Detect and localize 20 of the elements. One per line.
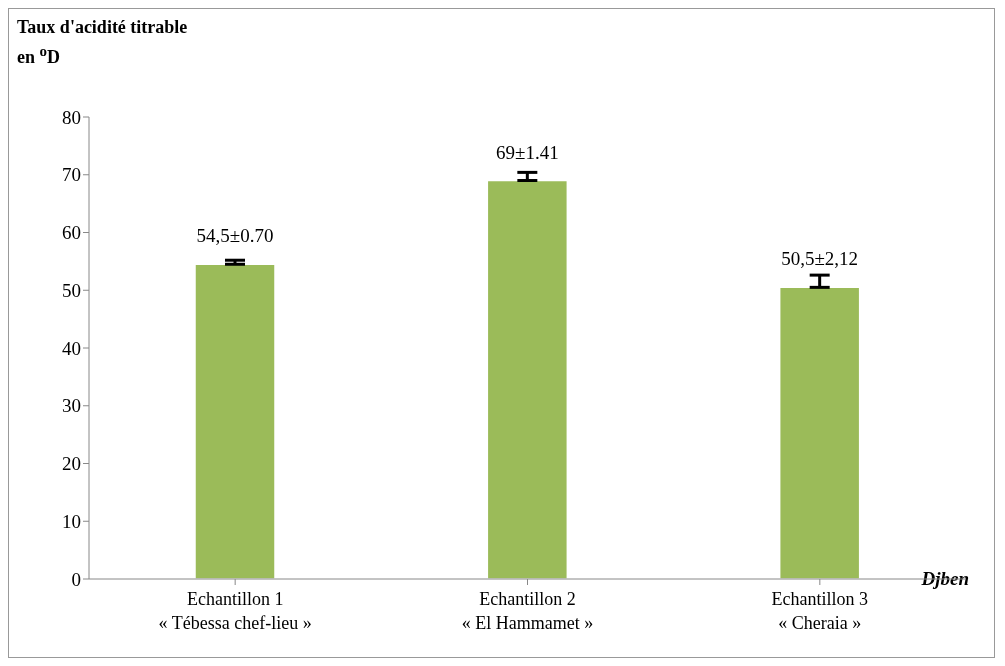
x-tick-label: Echantillon 2 « El Hammamet » <box>461 589 594 633</box>
y-tick-label: 0 <box>71 568 81 590</box>
x-axis-title: Djben <box>920 568 969 589</box>
data-label: 69±1.41 <box>495 141 559 163</box>
bar <box>778 286 861 579</box>
data-label: 54,5±0.70 <box>196 225 274 247</box>
data-label: 50,5±2,12 <box>781 248 859 270</box>
bar <box>486 179 569 579</box>
bar <box>194 263 276 579</box>
x-tick-label: Echantillon 3 « Cheraia » <box>771 589 869 633</box>
y-tick-label: 20 <box>62 453 81 475</box>
x-tick-label: Echantillon 1 « Tébessa chef-lieu » <box>158 589 312 633</box>
y-tick-label: 60 <box>62 222 81 244</box>
y-axis-title: Taux d'acidité titrable en $^{o}$D <box>17 16 189 69</box>
y-tick-label: 10 <box>62 510 81 532</box>
y-tick-label: 70 <box>62 164 81 186</box>
y-tick-label: 40 <box>62 337 81 359</box>
y-tick-label: 80 <box>62 106 81 128</box>
y-tick-label: 30 <box>62 395 81 417</box>
y-tick-label: 50 <box>62 279 81 301</box>
